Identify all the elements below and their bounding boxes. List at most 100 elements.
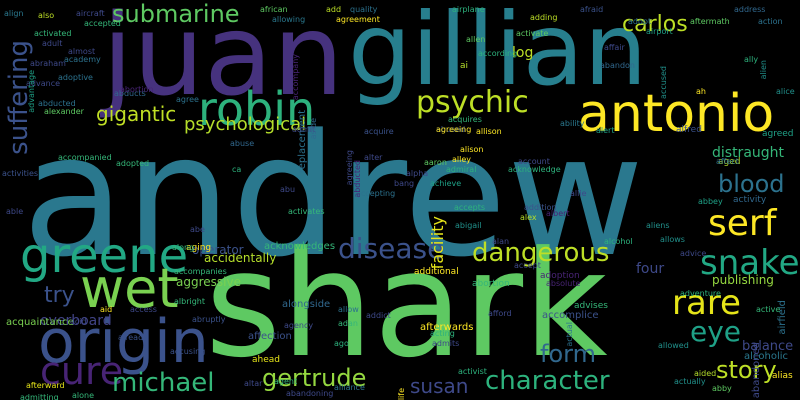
cloud-word: alcohol: [604, 237, 633, 246]
cloud-word: allowed: [658, 341, 689, 350]
cloud-word: alliance: [334, 383, 365, 392]
cloud-word: able: [6, 207, 24, 216]
cloud-word: log: [512, 45, 534, 61]
cloud-word: acting: [430, 329, 455, 338]
cloud-word: acquire: [364, 127, 394, 136]
cloud-word: abducted: [353, 160, 362, 198]
cloud-word: abducts: [114, 89, 146, 98]
cloud-word: aggressive: [176, 275, 241, 289]
cloud-word: gertrude: [262, 364, 367, 392]
cloud-word: accusing: [170, 347, 206, 356]
cloud-word: according: [478, 49, 518, 58]
cloud-word: allowing: [272, 15, 306, 24]
cloud-word: balance: [742, 339, 794, 354]
cloud-word: abruptly: [192, 315, 226, 324]
cloud-word: abu: [280, 185, 296, 194]
cloud-word: acquires: [448, 115, 482, 124]
cloud-word: activist: [458, 367, 487, 376]
cloud-word: accompanies: [174, 267, 227, 276]
cloud-word: actual: [565, 322, 574, 347]
cloud-word: almost: [68, 47, 96, 56]
cloud-word: advises: [574, 301, 608, 311]
cloud-word: abandoning: [286, 389, 334, 398]
cloud-word: antonio: [578, 84, 775, 144]
cloud-word: adventure: [680, 289, 721, 298]
cloud-word: adan: [338, 319, 358, 328]
cloud-word: ca: [232, 165, 242, 174]
cloud-word: along: [172, 243, 195, 252]
cloud-word: already: [118, 333, 148, 342]
cloud-word: afraid: [580, 5, 604, 14]
cloud-word: disease: [338, 232, 445, 265]
cloud-word: action: [758, 17, 783, 26]
cloud-word: alice: [776, 87, 795, 96]
cloud-word: additional: [414, 267, 459, 277]
cloud-word: adult: [42, 39, 63, 48]
cloud-word: acknowledges: [264, 241, 336, 252]
cloud-word: carlos: [622, 12, 688, 37]
cloud-word: actually: [674, 377, 706, 386]
cloud-word: admit: [292, 125, 316, 134]
cloud-word: psychological: [184, 114, 307, 135]
cloud-word: alley: [452, 155, 472, 164]
cloud-word: replacement: [297, 110, 308, 174]
cloud-word: character: [485, 366, 610, 396]
cloud-word: aging: [186, 243, 212, 253]
cloud-word: try: [44, 283, 75, 308]
cloud-word: alias: [772, 371, 793, 381]
cloud-word: albright: [174, 297, 205, 306]
cloud-word: abused: [436, 125, 466, 134]
cloud-word: aged: [718, 157, 741, 167]
cloud-word: robin: [198, 82, 316, 136]
cloud-word: operator: [192, 243, 244, 257]
cloud-word: address: [734, 5, 766, 14]
cloud-word: albert: [546, 209, 570, 218]
cloud-word: andrew: [22, 98, 645, 294]
cloud-word: adoptive: [58, 73, 93, 82]
cloud-word: affection: [248, 331, 292, 342]
cloud-word: susan: [410, 374, 469, 398]
cloud-word: allison: [476, 127, 502, 136]
cloud-word: wet: [80, 257, 179, 320]
cloud-word: alert: [596, 126, 615, 135]
cloud-word: ai: [460, 61, 469, 71]
cloud-word: accidentally: [204, 251, 277, 265]
cloud-word: origin: [38, 307, 209, 377]
cloud-word: acknowledge: [508, 165, 561, 174]
cloud-word: snake: [700, 243, 800, 283]
cloud-word: alan: [492, 237, 510, 246]
cloud-word: ago: [334, 339, 349, 348]
cloud-word: agreed: [762, 129, 794, 139]
cloud-word: agreement: [336, 15, 380, 24]
cloud-word: accepts: [454, 203, 486, 212]
cloud-word: african: [260, 5, 288, 14]
cloud-word: abducted: [38, 99, 76, 108]
cloud-word: access: [130, 305, 157, 314]
cloud-word: accompany: [291, 54, 300, 101]
cloud-word: serf: [708, 203, 777, 244]
cloud-word: aided: [694, 369, 717, 378]
cloud-word: aid: [100, 305, 113, 314]
cloud-word: publishing: [712, 273, 774, 287]
cloud-word: adding: [530, 13, 558, 22]
cloud-word: abuse: [230, 139, 255, 148]
cloud-word: absolute: [546, 279, 581, 288]
cloud-word: alter: [364, 153, 383, 162]
cloud-word: acquaintance: [6, 317, 74, 328]
cloud-word: aside: [309, 118, 318, 140]
cloud-word: abby: [712, 384, 732, 393]
cloud-word: greene: [20, 228, 189, 284]
cloud-word: accepted: [84, 19, 121, 28]
cloud-word: agent: [274, 377, 298, 386]
cloud-word: ability: [560, 119, 585, 128]
cloud-word: airplane: [452, 5, 485, 14]
cloud-word: activity: [733, 195, 767, 205]
cloud-word: rare: [672, 283, 741, 323]
cloud-word: activities: [2, 169, 39, 178]
cloud-word: juan: [102, 0, 344, 121]
cloud-word: allen: [466, 35, 486, 44]
cloud-word: four: [636, 261, 665, 277]
cloud-word: shark: [205, 220, 608, 390]
cloud-word: aircraft: [76, 9, 105, 18]
cloud-word: adoption: [540, 271, 580, 281]
